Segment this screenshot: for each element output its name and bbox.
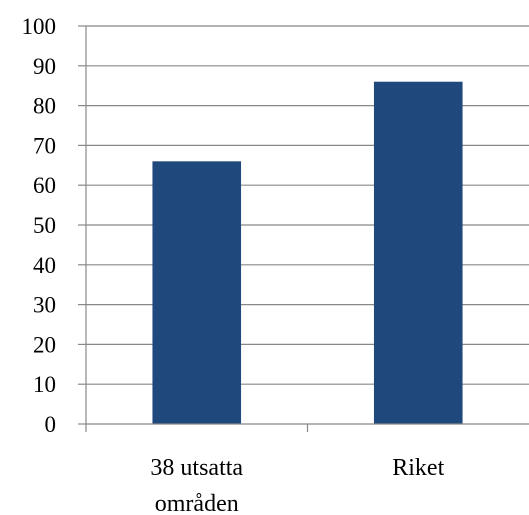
y-tick-label: 80 [33,94,56,119]
y-tick-label: 30 [33,293,56,318]
y-tick-label: 100 [22,14,57,39]
y-tick-label: 90 [33,54,56,79]
x-category-label: 38 utsatta [150,455,243,481]
y-tick-label: 60 [33,173,56,198]
bars [152,81,463,424]
x-category-labels: 38 utsatta områden Riket [150,455,444,515]
y-tick-label: 10 [33,372,56,397]
bar [373,81,463,424]
bar [152,161,242,424]
y-tick-label: 40 [33,253,56,278]
y-tick-label: 20 [33,332,56,357]
y-tick-label: 70 [33,133,56,158]
x-category-label: områden [155,491,239,515]
y-tick-label: 0 [45,412,57,437]
y-tick-label: 50 [33,213,56,238]
axes [78,25,529,432]
x-category-label: Riket [392,455,444,481]
y-tick-labels: 0 10 20 30 40 50 60 70 80 90 100 [22,14,57,437]
